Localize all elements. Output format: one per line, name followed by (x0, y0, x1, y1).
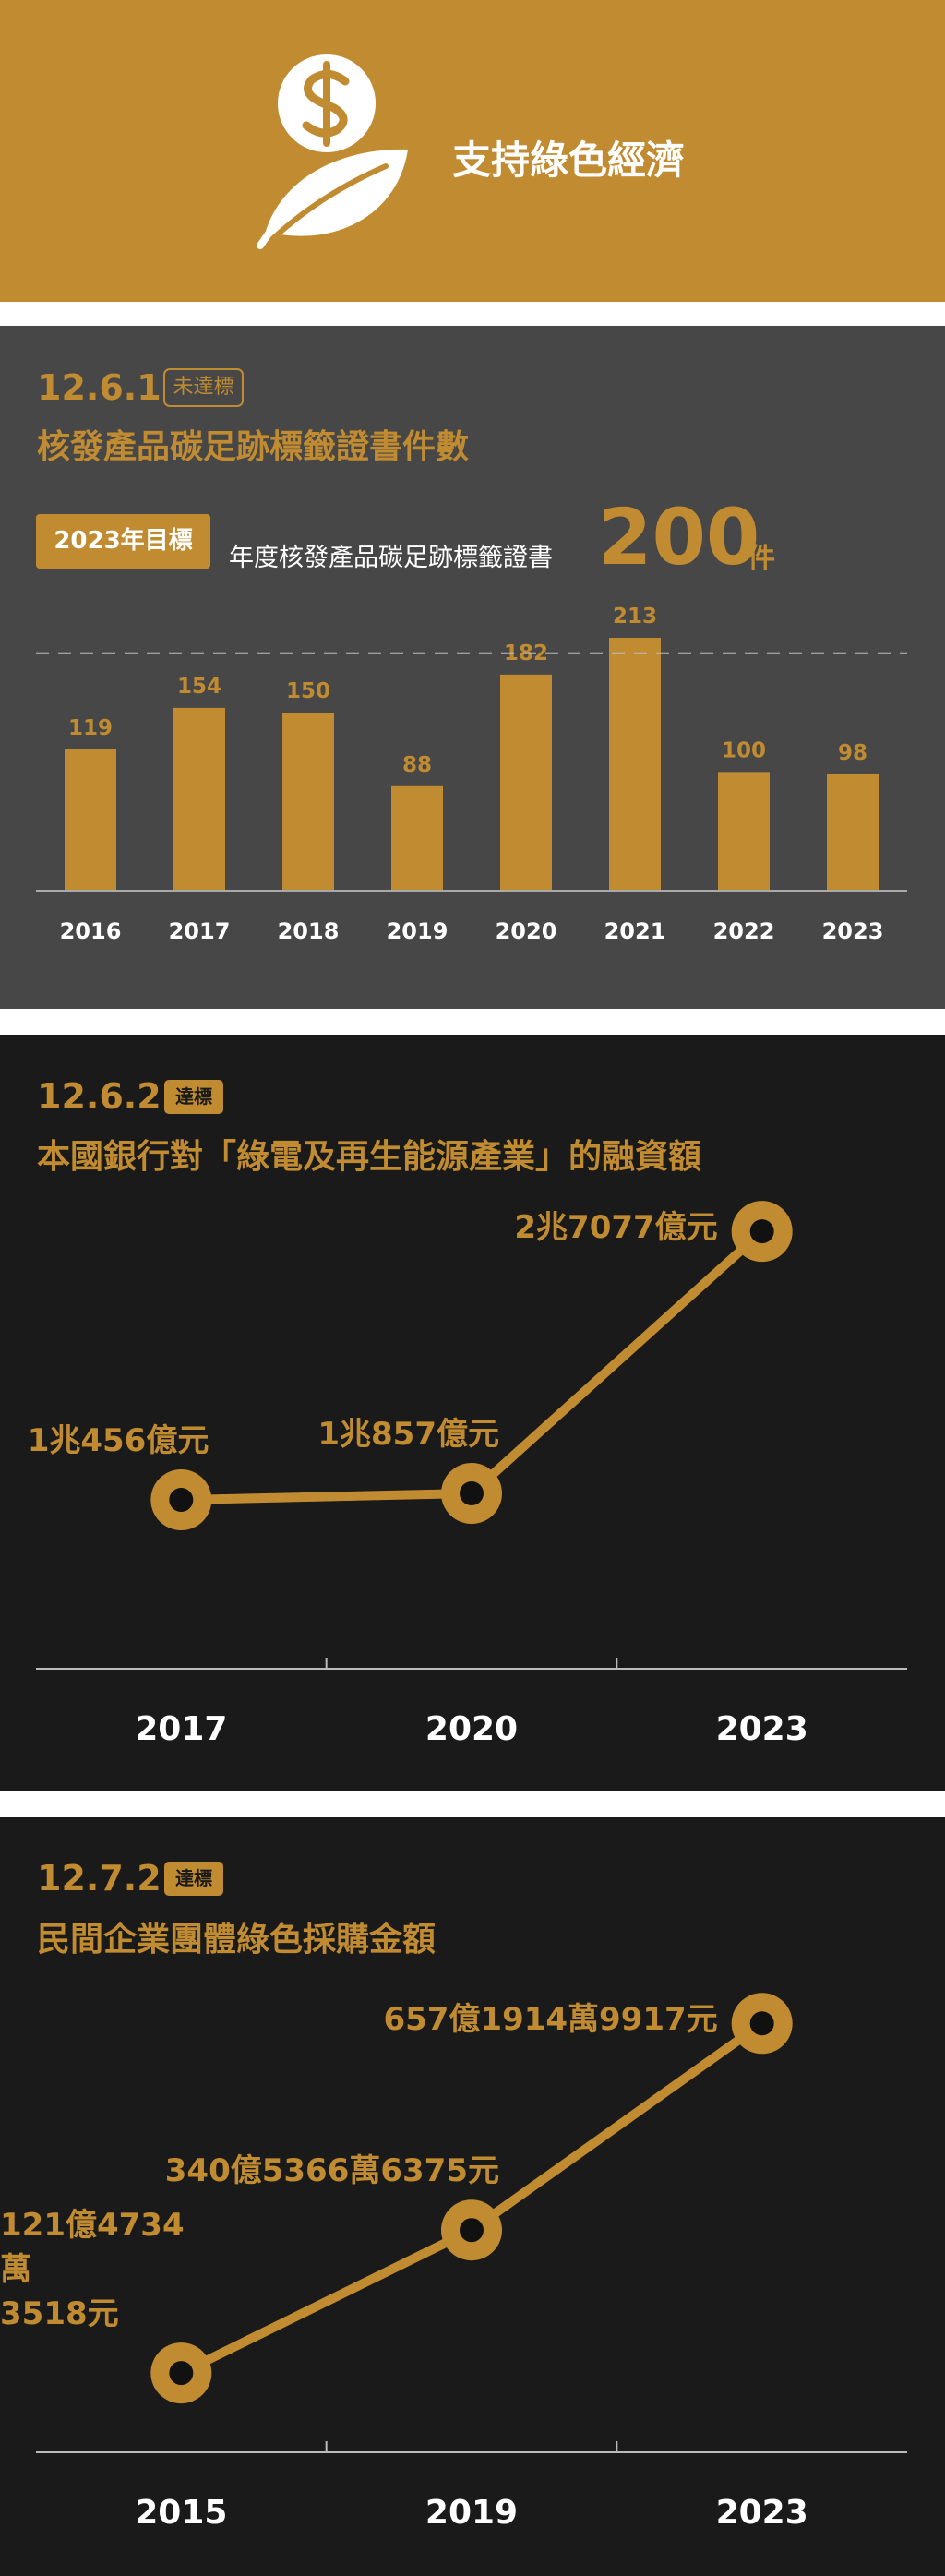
point-core (169, 1488, 194, 1513)
section-code: 12.6.2 (37, 1076, 161, 1117)
value-label: 213 (613, 605, 657, 629)
value-label: 100 (722, 738, 766, 762)
status-label: 未達標 (173, 376, 234, 399)
section-title: 本國銀行對「綠電及再生能源產業」的融資額 (37, 1138, 702, 1176)
value-label: 1兆857億元 (317, 1416, 499, 1454)
section-bg (0, 326, 945, 1009)
bar (718, 772, 770, 891)
target-box (36, 514, 210, 569)
target-label: 2023年目標 (54, 527, 193, 555)
x-tick-label: 2022 (713, 918, 775, 944)
x-tick-label: 2023 (822, 918, 884, 944)
target-text: 年度核發產品碳足跡標籤證書 (229, 544, 553, 572)
target-unit: 件 (748, 543, 775, 575)
bar (827, 773, 879, 891)
value-label: 2兆7077億元 (514, 1209, 718, 1247)
x-tick-label: 2020 (496, 918, 557, 944)
value-label: 1兆456億元 (27, 1422, 209, 1460)
x-tick-label: 2020 (425, 1710, 518, 1748)
x-tick-label: 2017 (135, 1710, 227, 1748)
section-code: 12.7.2 (37, 1858, 161, 1899)
x-tick-label: 2015 (135, 2494, 227, 2532)
line (181, 1228, 766, 1505)
header-title: 支持綠色經濟 (452, 138, 686, 183)
status-badge (163, 368, 244, 407)
bar (65, 749, 116, 891)
point-core (749, 1219, 774, 1244)
x-tick-label: 2021 (604, 918, 666, 944)
value-label: 121億4734萬 3518元 (0, 2207, 185, 2333)
header-icon (257, 54, 408, 249)
value-label: 88 (402, 753, 432, 777)
point-core (169, 2361, 194, 2386)
bar (609, 638, 661, 891)
x-tick-label: 2019 (425, 2494, 518, 2532)
value-label: 119 (68, 716, 113, 740)
bar (500, 674, 552, 891)
section-bg (0, 1817, 945, 2576)
bar (391, 785, 443, 891)
bar (282, 713, 334, 891)
target-value: 200 (598, 492, 760, 582)
header (0, 0, 945, 302)
line (179, 2019, 765, 2378)
section-code: 12.6.1 (37, 367, 161, 408)
status-badge (164, 1862, 223, 1896)
section-bg (0, 1035, 945, 1791)
value-label: 340億5366萬6375元 (164, 2152, 499, 2190)
value-label: 98 (838, 741, 867, 765)
x-tick-label: 2023 (716, 1710, 808, 1748)
x-tick-label: 2019 (387, 918, 449, 944)
x-tick-label: 2018 (278, 918, 340, 944)
value-label: 657億1914萬9917元 (383, 2001, 718, 2039)
value-label: 150 (286, 679, 330, 703)
x-tick-label: 2016 (60, 918, 122, 944)
x-tick-label: 2023 (716, 2494, 808, 2532)
status-label: 達標 (175, 1867, 212, 1889)
value-label: 154 (177, 675, 221, 699)
point-core (460, 2218, 484, 2243)
status-label: 達標 (175, 1085, 212, 1108)
section-title: 核發產品碳足跡標籤證書件數 (37, 428, 470, 466)
section-title: 民間企業團體綠色採購金額 (37, 1921, 437, 1959)
point-core (749, 2011, 774, 2036)
point-core (460, 1481, 484, 1506)
status-badge (164, 1080, 223, 1114)
x-tick-label: 2017 (169, 918, 231, 944)
bar (173, 707, 225, 891)
